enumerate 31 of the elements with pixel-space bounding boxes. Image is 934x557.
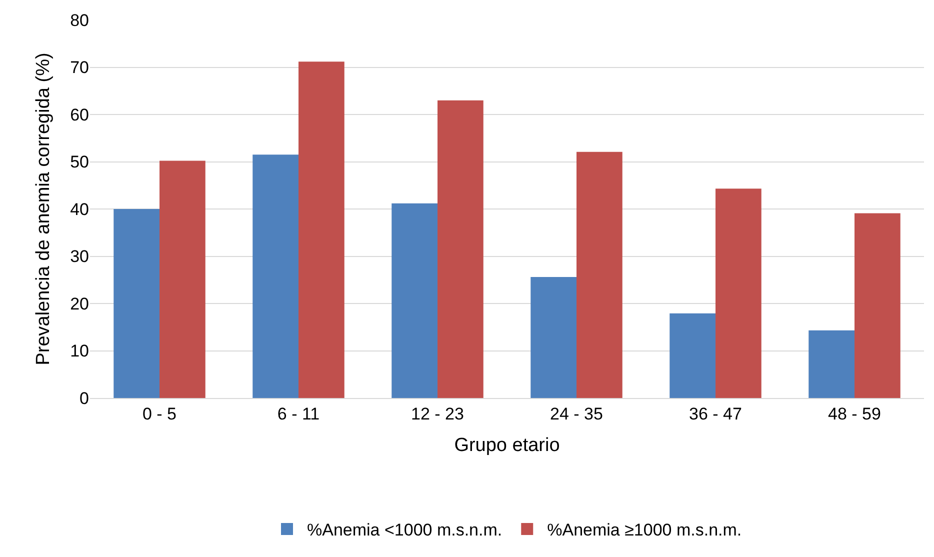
bar	[114, 209, 160, 398]
bar	[438, 100, 484, 398]
legend-label: %Anemia ≥1000 m.s.n.m.	[547, 520, 742, 540]
bar	[298, 62, 344, 398]
y-tick-label: 70	[70, 58, 89, 78]
y-tick-label: 10	[70, 342, 89, 361]
x-tick-label: 36 - 47	[689, 404, 742, 424]
bar	[808, 330, 854, 398]
x-axis-title: Grupo etario	[454, 435, 560, 456]
bar	[854, 213, 900, 398]
y-tick-label: 40	[70, 200, 89, 219]
y-tick-label: 50	[70, 152, 89, 172]
x-tick-label: 24 - 35	[550, 404, 603, 424]
bar	[252, 154, 298, 398]
y-tick-label: 0	[80, 388, 89, 408]
y-axis-title: Prevalencia de anemia corregida (%)	[32, 52, 54, 366]
x-tick-label: 0 - 5	[142, 404, 177, 424]
y-tick-label: 60	[70, 105, 89, 124]
bar	[392, 203, 438, 398]
bar	[576, 152, 622, 398]
x-tick-label: 6 - 11	[277, 404, 320, 424]
x-tick-label: 48 - 59	[828, 404, 881, 424]
x-tick-label: 12 - 23	[411, 404, 464, 424]
bar	[160, 160, 206, 398]
bar	[670, 313, 716, 398]
bar	[716, 188, 762, 398]
y-tick-label: 20	[70, 294, 89, 314]
bar	[530, 277, 576, 398]
y-tick-label: 30	[70, 247, 89, 266]
y-tick-label: 80	[70, 10, 89, 30]
legend-label: %Anemia <1000 m.s.n.m.	[307, 520, 502, 540]
